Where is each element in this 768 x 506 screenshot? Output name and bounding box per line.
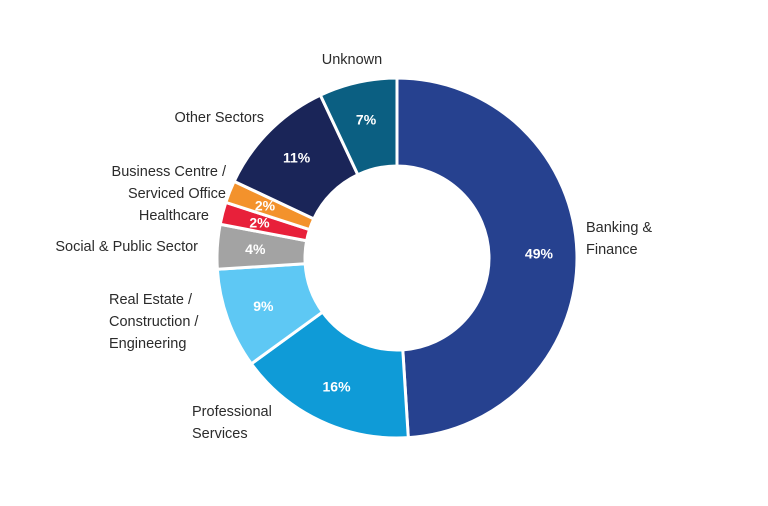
category-label-line: Banking &: [586, 220, 652, 236]
category-label-7: Unknown: [322, 52, 382, 68]
category-label-3: Social & Public Sector: [55, 239, 198, 255]
slice-value-labels: 49% 16% 9% 4% 2%2% 11% 7%: [245, 111, 553, 394]
slice-value-label-4: 2%: [249, 215, 270, 231]
category-label-line: Engineering: [109, 336, 186, 352]
slice-value-label-6: 11%: [283, 150, 311, 166]
category-label-4: Healthcare: [139, 208, 209, 224]
category-label-line: Construction /: [109, 314, 199, 330]
category-label-line: Professional: [192, 404, 272, 420]
category-label-line: Serviced Office: [128, 186, 226, 202]
slice-value-label-7: 7%: [356, 111, 377, 127]
category-label-line: Finance: [586, 242, 638, 258]
slice-1: [249, 309, 410, 440]
category-label-0: Banking & Finance: [586, 220, 652, 258]
slice-value-label-2: 9%: [253, 298, 274, 314]
category-labels: Banking & Finance Professional Services Real…: [55, 52, 652, 442]
slice-value-label-5: 2%: [255, 198, 276, 214]
category-label-line: Other Sectors: [175, 110, 264, 126]
category-label-line: Healthcare: [139, 208, 209, 224]
slice-value-label-3: 4%: [245, 241, 266, 257]
slice-0: [395, 76, 579, 440]
slice-value-label-0: 49%: [525, 246, 554, 262]
donut-slices: [215, 76, 579, 440]
category-label-1: Professional Services: [192, 404, 272, 442]
category-label-line: Services: [192, 426, 248, 442]
category-label-6: Other Sectors: [175, 110, 264, 126]
category-label-line: Social & Public Sector: [55, 239, 198, 255]
category-label-5: Business Centre / Serviced Office: [112, 164, 227, 202]
category-label-line: Business Centre /: [112, 164, 227, 180]
category-label-2: Real Estate / Construction / Engineering: [109, 292, 199, 352]
category-label-line: Unknown: [322, 52, 382, 68]
slice-value-label-1: 16%: [323, 378, 352, 394]
slice-7: [318, 76, 399, 177]
category-label-line: Real Estate /: [109, 292, 193, 308]
